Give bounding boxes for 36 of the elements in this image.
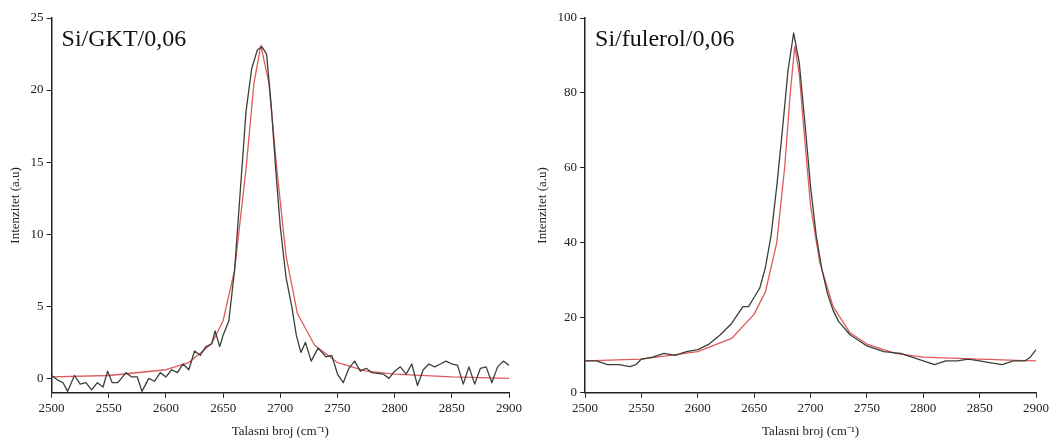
y-tick-label: 0 <box>37 369 44 385</box>
y-tick-label: 100 <box>557 9 578 25</box>
x-tick-label: 2500 <box>572 400 599 416</box>
x-tick-label: 2650 <box>741 400 768 416</box>
x-tick-label: 2800 <box>910 400 937 416</box>
x-tick-label: 2850 <box>438 400 465 416</box>
x-tick-label: 2500 <box>38 400 65 416</box>
x-tick-label: 2650 <box>210 400 237 416</box>
chart-title: Si/fulerol/0,06 <box>595 25 735 52</box>
y-tick-label: 10 <box>30 225 44 241</box>
y-tick-label: 20 <box>30 81 44 97</box>
y-tick-label: 5 <box>37 297 44 313</box>
x-tick-label: 2700 <box>797 400 824 416</box>
x-tick-label: 2700 <box>267 400 294 416</box>
x-tick-label: 2750 <box>324 400 351 416</box>
chart-title: Si/GKT/0,06 <box>61 25 187 52</box>
y-axis-title: Intenzitet (a.u) <box>534 167 550 244</box>
x-tick-label: 2550 <box>628 400 655 416</box>
x-tick-label: 2750 <box>853 400 880 416</box>
x-tick-label: 2600 <box>684 400 711 416</box>
y-tick-label: 25 <box>30 9 44 25</box>
x-tick-label: 2900 <box>1023 400 1049 416</box>
y-tick-label: 60 <box>564 159 578 175</box>
y-tick-label: 15 <box>30 153 44 169</box>
x-tick-label: 2800 <box>381 400 408 416</box>
y-tick-label: 20 <box>564 309 578 325</box>
x-tick-label: 2550 <box>95 400 122 416</box>
x-tick-label: 2850 <box>966 400 993 416</box>
y-tick-label: 40 <box>564 234 578 250</box>
y-tick-label: 80 <box>564 84 578 100</box>
x-tick-label: 2600 <box>152 400 179 416</box>
x-tick-label: 2900 <box>496 400 522 416</box>
y-tick-label: 0 <box>570 384 578 400</box>
x-axis-title: Talasni broj (cm⁻¹) <box>231 422 329 438</box>
y-axis-title: Intenzitet (a.u) <box>7 167 23 244</box>
x-axis-title: Talasni broj (cm⁻¹) <box>761 422 860 438</box>
